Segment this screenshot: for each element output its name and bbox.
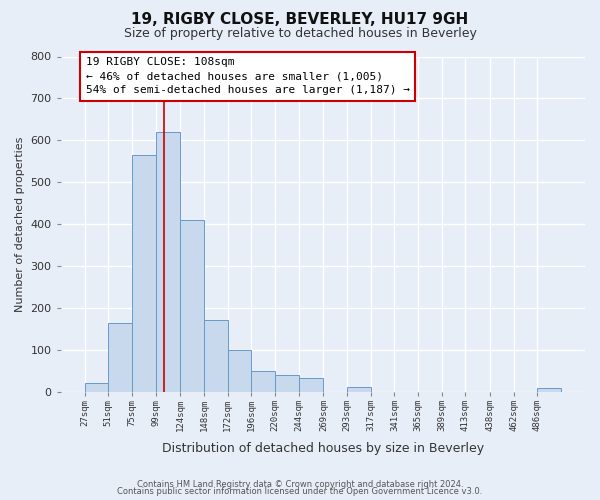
Bar <box>347 386 371 392</box>
Bar <box>132 155 155 392</box>
Bar <box>85 384 108 392</box>
Bar <box>108 322 132 392</box>
Bar <box>299 378 323 392</box>
Bar <box>251 370 275 392</box>
Text: Size of property relative to detached houses in Beverley: Size of property relative to detached ho… <box>124 28 476 40</box>
Text: 19 RIGBY CLOSE: 108sqm
← 46% of detached houses are smaller (1,005)
54% of semi-: 19 RIGBY CLOSE: 108sqm ← 46% of detached… <box>86 58 410 96</box>
Text: Contains public sector information licensed under the Open Government Licence v3: Contains public sector information licen… <box>118 488 482 496</box>
X-axis label: Distribution of detached houses by size in Beverley: Distribution of detached houses by size … <box>162 442 484 455</box>
Bar <box>538 388 561 392</box>
Text: Contains HM Land Registry data © Crown copyright and database right 2024.: Contains HM Land Registry data © Crown c… <box>137 480 463 489</box>
Text: 19, RIGBY CLOSE, BEVERLEY, HU17 9GH: 19, RIGBY CLOSE, BEVERLEY, HU17 9GH <box>131 12 469 28</box>
Bar <box>180 220 204 392</box>
Y-axis label: Number of detached properties: Number of detached properties <box>15 136 25 312</box>
Bar <box>155 132 180 392</box>
Bar <box>204 320 227 392</box>
Bar <box>227 350 251 392</box>
Bar <box>275 375 299 392</box>
